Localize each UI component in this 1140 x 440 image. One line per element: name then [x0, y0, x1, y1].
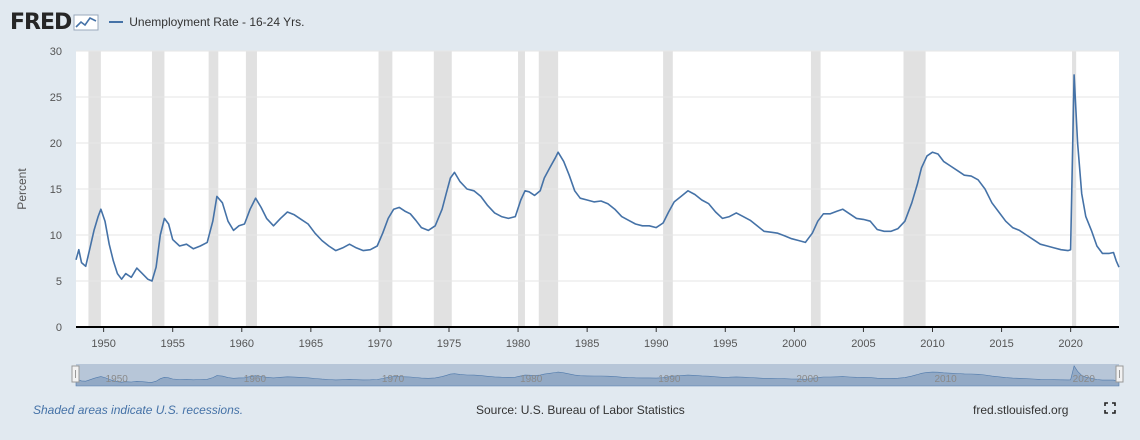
navigator-label: 1990: [658, 374, 681, 385]
y-tick-label: 30: [50, 46, 62, 58]
y-grid: [76, 50, 1119, 282]
legend-label: Unemployment Rate - 16-24 Yrs.: [129, 15, 305, 29]
x-tick-label: 1985: [575, 338, 599, 350]
expand-icon[interactable]: [1104, 402, 1116, 414]
navigator-label: 1980: [520, 374, 543, 385]
x-tick-labels: 1950 1955 1960 1965 1970 1975 1980 1985 1990 1995…: [91, 327, 1083, 350]
y-tick-label: 15: [50, 184, 62, 196]
y-axis-label: Percent: [15, 168, 29, 210]
x-tick-label: 2005: [851, 338, 875, 350]
chart: 0 5 10 15 20 25 30 1950 1955 1960 1965 1970 1975 198…: [15, 46, 1124, 387]
y-tick-label: 20: [50, 138, 62, 150]
x-tick-label: 1980: [506, 338, 530, 350]
sparkline-icon: [73, 14, 99, 31]
series-line: [75, 74, 1120, 282]
y-tick-label: 10: [50, 230, 62, 242]
recession-note: Shaded areas indicate U.S. recessions.: [33, 403, 244, 417]
navigator-label: 2020: [1073, 374, 1096, 385]
source-text: Source: U.S. Bureau of Labor Statistics: [476, 403, 685, 417]
fred-logo-text: FRED: [10, 9, 72, 35]
chart-header: FRED Unemployment Rate - 16-24 Yrs.: [10, 8, 304, 36]
fred-logo[interactable]: FRED: [10, 10, 99, 35]
navigator-label: 1960: [244, 374, 267, 385]
y-tick-labels: 0 5 10 15 20 25 30: [50, 46, 62, 334]
x-tick-label: 2000: [782, 338, 806, 350]
navigator-label: 2000: [796, 374, 819, 385]
navigator-area: [75, 365, 1120, 387]
x-tick-label: 1955: [160, 338, 184, 350]
x-tick-label: 2010: [920, 338, 944, 350]
y-tick-label: 0: [56, 322, 62, 334]
y-tick-label: 5: [56, 276, 62, 288]
x-tick-label: 2020: [1058, 338, 1082, 350]
x-tick-label: 1950: [91, 338, 115, 350]
chart-footer: Shaded areas indicate U.S. recessions. S…: [0, 396, 1140, 426]
navigator-labels: 1950 1960 1970 1980 1990 2000 2010 2020: [106, 374, 1096, 385]
x-tick-label: 1990: [644, 338, 668, 350]
y-tick-label: 25: [50, 92, 62, 104]
legend-swatch: [109, 21, 124, 23]
navigator[interactable]: 1950 1960 1970 1980 1990 2000 2010 2020: [71, 364, 1124, 387]
navigator-label: 1950: [106, 374, 129, 385]
x-tick-label: 1995: [713, 338, 737, 350]
x-tick-label: 2015: [989, 338, 1013, 350]
x-tick-label: 1975: [437, 338, 461, 350]
legend[interactable]: Unemployment Rate - 16-24 Yrs.: [109, 15, 304, 29]
x-tick-label: 1960: [230, 338, 254, 350]
navigator-label: 1970: [382, 374, 405, 385]
x-tick-label: 1970: [368, 338, 392, 350]
x-tick-label: 1965: [299, 338, 323, 350]
site-link[interactable]: fred.stlouisfed.org: [973, 403, 1069, 417]
navigator-label: 2010: [935, 374, 958, 385]
